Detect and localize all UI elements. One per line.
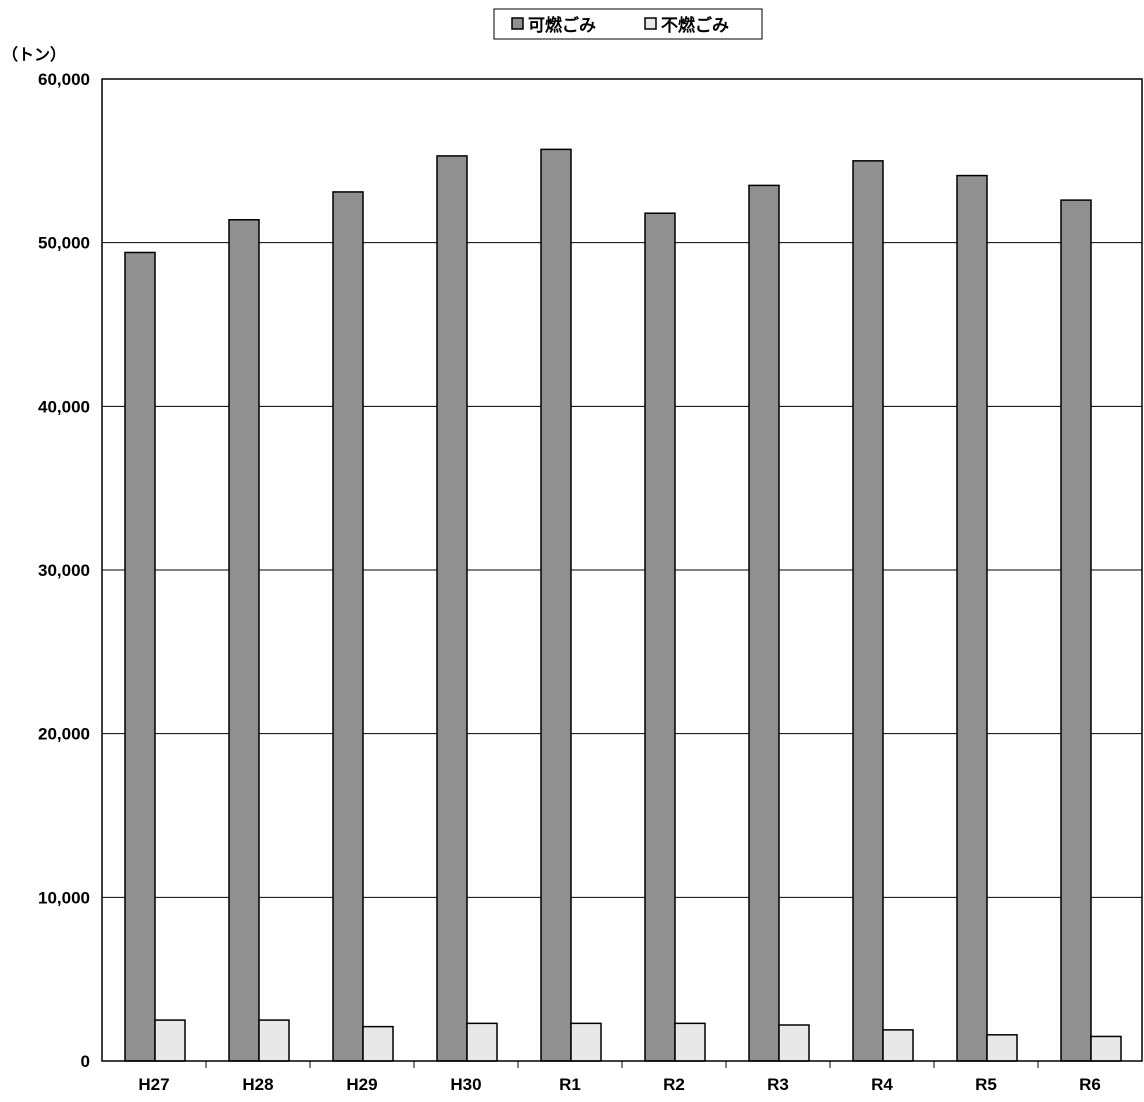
- x-tick-label: R3: [767, 1075, 789, 1094]
- bar-noncombustible: [154, 1019, 186, 1062]
- legend-swatch-combustible: [511, 17, 524, 30]
- bar-combustible: [852, 160, 884, 1062]
- y-tick-label: 0: [81, 1052, 90, 1071]
- y-tick-label: 30,000: [38, 561, 90, 580]
- bar-combustible: [332, 191, 364, 1062]
- x-tick-label: R6: [1079, 1075, 1101, 1094]
- bar-noncombustible: [674, 1022, 706, 1062]
- x-tick-label: R2: [663, 1075, 685, 1094]
- bar-combustible: [644, 212, 676, 1062]
- bar-combustible: [1060, 199, 1092, 1062]
- x-tick-label: R1: [559, 1075, 581, 1094]
- bar-combustible: [436, 155, 468, 1062]
- x-tick-label: R5: [975, 1075, 997, 1094]
- x-tick-label: H30: [450, 1075, 481, 1094]
- bars: [124, 148, 1122, 1062]
- y-tick-label: 60,000: [38, 70, 90, 89]
- bar-noncombustible: [570, 1022, 602, 1062]
- y-tick-label: 10,000: [38, 888, 90, 907]
- y-tick-label: 20,000: [38, 725, 90, 744]
- bar-combustible: [540, 148, 572, 1062]
- legend-swatch-noncombustible: [644, 17, 657, 30]
- bar-noncombustible: [778, 1024, 810, 1062]
- bar-combustible: [748, 184, 780, 1062]
- legend: 可燃ごみ 不燃ごみ: [493, 8, 763, 40]
- legend-label-combustible: 可燃ごみ: [528, 15, 596, 36]
- x-tick-label: H29: [346, 1075, 377, 1094]
- x-tick-label: H28: [242, 1075, 273, 1094]
- x-tick-label: R4: [871, 1075, 893, 1094]
- bar-noncombustible: [362, 1025, 394, 1062]
- plot-area-frame: [101, 78, 1143, 1062]
- bar-noncombustible: [882, 1029, 914, 1062]
- y-axis-ticks: 0 10,000 20,000 30,000 40,000 50,000 60,000: [38, 70, 90, 1071]
- bar-combustible: [124, 251, 156, 1062]
- bar-noncombustible: [466, 1022, 498, 1062]
- x-axis-ticks: H27 H28 H29 H30 R1 R2 R3 R4 R5 R6: [138, 1061, 1101, 1094]
- bar-combustible: [956, 174, 988, 1062]
- bar-noncombustible: [258, 1019, 290, 1062]
- y-axis-unit-label: （トン）: [2, 45, 66, 64]
- bar-noncombustible: [1090, 1035, 1122, 1062]
- bar-combustible: [228, 219, 260, 1062]
- bar-noncombustible: [986, 1034, 1018, 1062]
- y-tick-label: 50,000: [38, 234, 90, 253]
- legend-box: [493, 8, 763, 40]
- legend-label-noncombustible: 不燃ごみ: [661, 15, 729, 36]
- y-tick-label: 40,000: [38, 397, 90, 416]
- x-tick-label: H27: [138, 1075, 169, 1094]
